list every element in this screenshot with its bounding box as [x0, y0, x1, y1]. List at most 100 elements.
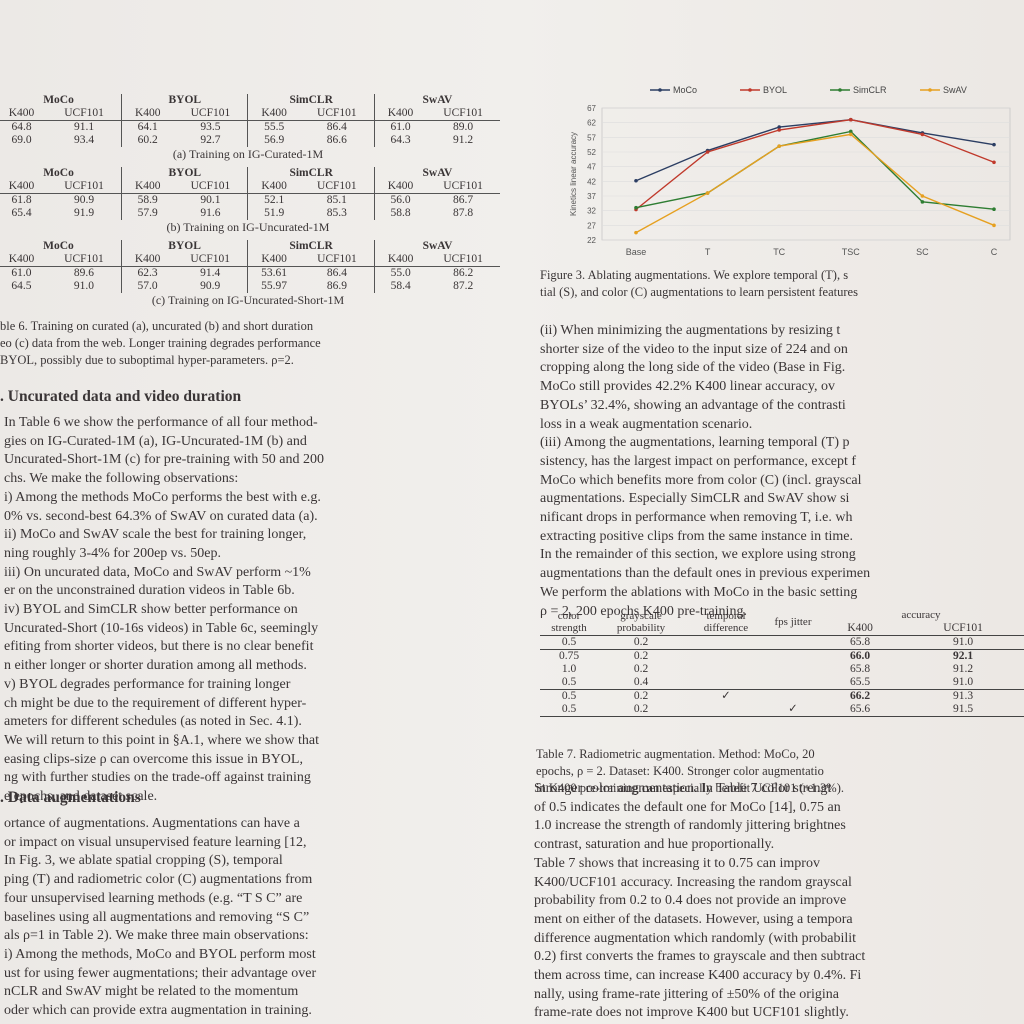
- text-line: BYOLs’ 32.4%, showing an advantage of th…: [540, 397, 846, 413]
- augmentations-paragraph: ortance of augmentations. Augmentations …: [4, 815, 486, 1021]
- text-line: augmentations. Especially SimCLR and SwA…: [540, 491, 850, 507]
- table-6-caption-line: ble 6. Training on curated (a), uncurate…: [0, 319, 314, 333]
- table-cell: 0.2: [633, 690, 649, 702]
- table-cell: 91.0: [953, 676, 974, 688]
- x-tick-label: TSC: [842, 247, 861, 257]
- table-cell: 91.3: [953, 690, 974, 702]
- table-cell: 66.0: [850, 650, 871, 662]
- column-header: K400: [847, 622, 873, 634]
- method-header: MoCo: [0, 240, 122, 253]
- table-cell: 0.5: [561, 703, 577, 715]
- text-line: efiting from shorter videos, but there i…: [4, 639, 314, 655]
- data-point: [992, 142, 996, 147]
- text-line: augmentations than the default ones in p…: [540, 566, 871, 582]
- dataset-header: UCF101: [443, 180, 483, 192]
- column-header: accuracy: [901, 609, 941, 621]
- data-point: [992, 207, 996, 211]
- data-point: [634, 178, 638, 183]
- dataset-header: UCF101: [299, 180, 375, 194]
- table-cell: 86.2: [453, 267, 474, 279]
- table-cell: 56.0: [390, 194, 411, 206]
- table-cell: 0.4: [633, 676, 649, 688]
- table-cell: [768, 636, 818, 650]
- text-line: n either longer or shorter duration amon…: [4, 658, 307, 674]
- data-point: [777, 128, 781, 132]
- column-header: fps jitter: [774, 616, 812, 628]
- table-cell: 57.0: [137, 280, 158, 292]
- table-cell: [768, 676, 818, 690]
- subtable-caption: (a) Training on IG-Curated-1M: [172, 147, 324, 161]
- table-cell: 65.4: [11, 207, 32, 219]
- dataset-header: K400: [8, 180, 35, 192]
- table-7-caption: Table 7. Radiometric augmentation. Metho…: [536, 746, 1024, 797]
- text-line: In Fig. 3, we ablate spatial cropping (S…: [4, 853, 283, 869]
- data-point: [777, 125, 781, 129]
- table-cell: 64.8: [11, 121, 32, 133]
- table-cell: [684, 703, 768, 717]
- table-cell: 91.4: [173, 266, 249, 280]
- text-line: them across time, can increase K400 accu…: [534, 968, 862, 984]
- table-cell: 89.0: [453, 121, 474, 133]
- text-line: difference augmentation which randomly (…: [534, 930, 857, 946]
- table-row: 1.0 0.2 65.8 91.2: [540, 663, 1024, 676]
- subheader-row: K400 UCF101 K400 UCF101 K400 UCF101 K400 UCF101: [0, 107, 500, 121]
- method-header: SimCLR: [247, 240, 375, 253]
- series-line-simclr: [635, 130, 995, 210]
- dataset-header: UCF101: [443, 107, 483, 119]
- text-line: ii) MoCo and SwAV scale the best for tra…: [4, 527, 307, 543]
- method-header: MoCo: [0, 167, 123, 180]
- data-point: [849, 132, 853, 137]
- method-header: SwAV: [422, 240, 453, 252]
- text-line: K400/UCF101 accuracy. Increasing the ran…: [534, 874, 852, 890]
- text-line: i) Among the methods MoCo performs the b…: [4, 489, 321, 505]
- table-row: 65.4 91.9 57.9 91.6 51.9 85.3 58.8 87.8: [0, 207, 500, 220]
- figure-3-caption: Figure 3. Ablating augmentations. We exp…: [540, 267, 1024, 301]
- table-cell: 91.2: [453, 134, 474, 146]
- subtable-caption: (c) Training on IG-Uncurated-Short-1M: [151, 293, 345, 307]
- data-point: [849, 129, 853, 134]
- table-cell: [768, 650, 818, 664]
- series-line-moco: [635, 119, 995, 182]
- table-cell: 92.1: [953, 650, 974, 662]
- y-tick-label: 52: [587, 148, 596, 157]
- dataset-header: UCF101: [173, 180, 249, 194]
- subheader-row: K400 UCF101: [540, 622, 1024, 636]
- text-line: chs. We make the following observations:: [4, 471, 239, 487]
- method-header: MoCo: [0, 94, 123, 107]
- y-tick-label: 47: [587, 163, 596, 172]
- table-cell: [684, 650, 768, 664]
- method-header: SimCLR: [247, 167, 375, 180]
- text-line: sistency, has the largest impact on perf…: [540, 453, 857, 469]
- table-6-block-a: MoCo BYOL SimCLR SwAV K400 UCF101 K400 UCF101 K4…: [0, 94, 500, 147]
- table-cell: 56.9: [264, 134, 285, 146]
- table-cell: 53.61: [261, 267, 288, 279]
- table-cell: 61.8: [11, 194, 32, 206]
- table-cell: 91.0: [46, 280, 122, 293]
- data-point: [705, 191, 710, 195]
- text-line: loss in a weak augmentation scenario.: [540, 416, 753, 432]
- method-header: BYOL: [121, 167, 249, 180]
- table-cell: ✓: [721, 690, 731, 702]
- table-cell: 65.6: [850, 703, 871, 715]
- table-row: 69.0 93.4 60.2 92.7 56.9 86.6 64.3 91.2: [0, 134, 500, 147]
- y-tick-label: 67: [587, 104, 596, 113]
- text-line: ρ = 2, 200 epochs K400 pre-training.: [540, 603, 747, 619]
- text-line: of 0.5 indicates the default one for MoC…: [534, 799, 841, 815]
- data-point: [920, 194, 925, 198]
- text-line: ch might be due to the requirement of di…: [4, 695, 307, 711]
- text-line: ortance of augmentations. Augmentations …: [4, 816, 300, 831]
- y-tick-label: 62: [587, 119, 596, 128]
- text-line: probability from 0.2 to 0.4 does not pro…: [534, 893, 847, 909]
- dataset-header: K400: [134, 253, 161, 265]
- legend-label: SwAV: [943, 85, 967, 95]
- table-cell: 65.8: [850, 663, 871, 675]
- dataset-header: UCF101: [47, 107, 123, 121]
- data-point: [992, 223, 996, 228]
- table-cell: 0.2: [633, 663, 649, 675]
- y-tick-label: 32: [587, 207, 596, 216]
- table-cell: 86.4: [300, 266, 375, 280]
- text-line: Uncurated-Short (10-16s videos) in Table…: [4, 620, 319, 636]
- section-heading: . Uncurated data and video duration: [0, 388, 242, 405]
- dataset-header: UCF101: [173, 253, 249, 267]
